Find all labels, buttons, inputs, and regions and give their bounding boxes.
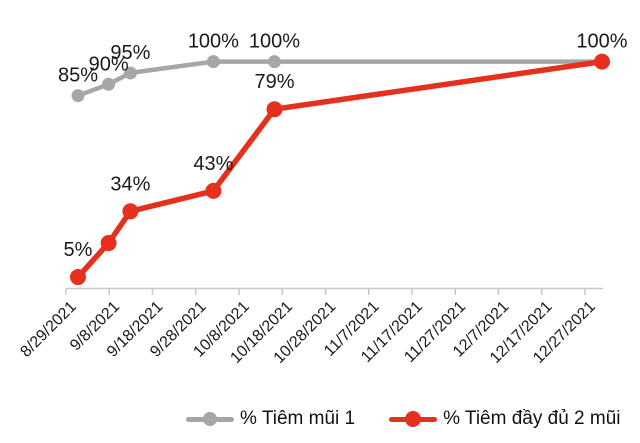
legend-marker-gray-line-icon xyxy=(186,410,234,428)
data-point-label: 100% xyxy=(576,31,627,53)
data-point xyxy=(266,101,283,118)
data-point xyxy=(102,77,116,91)
data-point-label: 85% xyxy=(58,65,98,87)
data-point-label: 100% xyxy=(249,31,300,53)
data-point-label: 34% xyxy=(110,173,150,195)
data-point xyxy=(268,55,282,69)
legend-label-series-1: % Tiêm mũi 1 xyxy=(240,408,356,429)
x-axis-label: 8/29/2021 xyxy=(17,298,79,360)
data-point xyxy=(70,269,86,286)
data-point xyxy=(205,182,222,199)
legend-item-series-1: % Tiêm mũi 1 xyxy=(186,408,355,430)
legend-marker-red-line-icon xyxy=(389,410,438,428)
legend-dot-gray xyxy=(203,412,217,426)
data-point-label: 100% xyxy=(188,31,239,53)
legend-item-series-2: % Tiêm đầy đủ 2 mũi xyxy=(389,408,621,430)
data-point xyxy=(206,55,220,69)
data-point xyxy=(123,66,137,80)
data-point xyxy=(122,203,139,220)
series-line-2 xyxy=(75,58,605,280)
data-point xyxy=(71,89,85,103)
legend-dot-red xyxy=(405,411,422,427)
line-chart-plot-area: 8/29/20219/8/20219/18/20219/28/202110/8/… xyxy=(17,31,627,367)
data-point-label: 43% xyxy=(193,153,233,175)
data-point-label: 5% xyxy=(64,239,93,261)
data-point-label: 79% xyxy=(254,71,294,93)
data-point-label: 90% xyxy=(89,53,129,75)
data-point-label: 95% xyxy=(110,42,150,64)
data-point xyxy=(594,53,611,70)
data-point xyxy=(100,235,117,252)
legend-label-series-2: % Tiêm đầy đủ 2 mũi xyxy=(443,408,621,429)
chart-legend: % Tiêm mũi 1 % Tiêm đầy đủ 2 mũi xyxy=(0,402,640,436)
series-line-1 xyxy=(75,59,605,98)
